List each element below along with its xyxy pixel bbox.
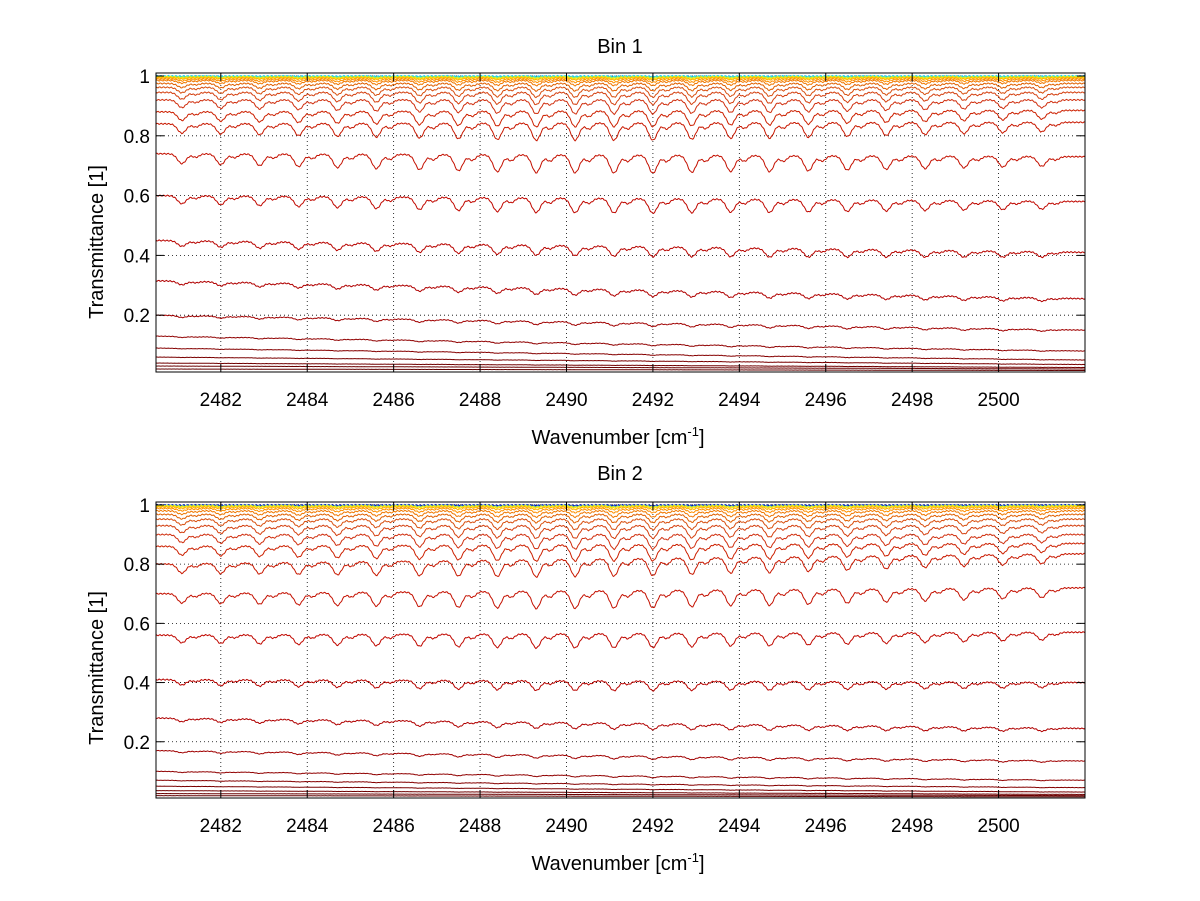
series-line [155, 509, 1086, 519]
x-tick-label: 2482 [200, 390, 242, 411]
series-line [155, 586, 1086, 610]
x-axis-label-text: Wavenumber [cm [531, 853, 687, 875]
x-tick-label: 2492 [632, 816, 674, 837]
x-tick-label: 2490 [545, 390, 587, 411]
series-line [155, 365, 1086, 370]
x-axis-label: Wavenumber [cm-1] [531, 424, 704, 449]
series-line [155, 507, 1086, 514]
x-tick-label: 2486 [373, 816, 415, 837]
series-line [155, 98, 1086, 116]
x-tick-label: 2488 [459, 816, 501, 837]
y-tick-label: 0.8 [124, 555, 150, 576]
series-line [155, 77, 1086, 84]
x-tick-label: 2494 [718, 816, 761, 837]
x-axis-label: Wavenumber [cm-1] [531, 850, 704, 875]
x-tick-label: 2486 [373, 390, 415, 411]
x-axis-label-text: Wavenumber [cm [531, 427, 687, 449]
series-line [155, 335, 1085, 352]
x-axis-label-end: ] [699, 427, 705, 449]
series-line [156, 513, 1086, 524]
x-axis-label-end: ] [699, 853, 705, 875]
series-line [155, 749, 1086, 764]
series-line [155, 631, 1086, 650]
x-tick-label: 2496 [805, 390, 847, 411]
chart-title: Bin 2 [597, 463, 643, 485]
series-line [155, 678, 1086, 692]
y-tick-label: 1 [139, 496, 150, 517]
series-line [155, 76, 1086, 82]
y-tick-label: 0.4 [124, 674, 151, 695]
series-line [155, 517, 1086, 531]
y-axis-label: Transmittance [1] [86, 591, 108, 745]
series-group [155, 503, 1086, 798]
x-tick-labels: 2482 2484 2486 2488 2490 2492 2494 2496 2498 2500 [200, 816, 1020, 837]
y-axis-label: Transmittance [1] [86, 165, 108, 319]
series-line [155, 362, 1086, 369]
x-tick-label: 2490 [545, 816, 587, 837]
series-line [155, 79, 1086, 87]
x-tick-label: 2494 [718, 390, 761, 411]
subplot-bin-1: Bin 1 2482 2484 2486 2488 2490 2492 2494 2496 24… [86, 36, 1086, 449]
subplot-bin-2: Bin 2 2482 2484 2486 2488 2490 2492 2494 2496 24… [86, 463, 1086, 875]
y-tick-label: 0.6 [124, 614, 150, 635]
series-line [156, 785, 1086, 793]
series-line [155, 152, 1086, 174]
series-line [156, 368, 1085, 372]
chart-title: Bin 1 [597, 36, 643, 58]
series-line [155, 552, 1086, 579]
x-tick-label: 2500 [977, 816, 1019, 837]
x-tick-label: 2488 [459, 390, 501, 411]
x-tick-label: 2500 [977, 390, 1019, 411]
y-tick-label: 0.6 [124, 187, 150, 208]
y-tick-labels: 0.2 0.4 0.6 0.8 1 [124, 67, 151, 327]
grid [156, 502, 1085, 798]
x-tick-label: 2484 [286, 816, 329, 837]
series-line [155, 770, 1085, 782]
x-tick-labels: 2482 2484 2486 2488 2490 2492 2494 2496 2498 2500 [200, 390, 1020, 411]
axes-frame [155, 501, 1086, 799]
series-line [155, 121, 1086, 142]
series-line [155, 91, 1086, 106]
series-line [155, 347, 1086, 361]
series-line [155, 533, 1086, 551]
x-tick-label: 2498 [891, 816, 933, 837]
series-line [156, 82, 1086, 92]
x-tick-label: 2496 [805, 816, 847, 837]
x-tick-label: 2482 [200, 816, 242, 837]
grid [156, 73, 1085, 372]
series-line [155, 779, 1086, 789]
ticks [156, 73, 1085, 372]
series-line [155, 314, 1086, 333]
axes-frame [155, 72, 1086, 373]
series-line [155, 279, 1086, 303]
x-axis-label-exponent: -1 [687, 850, 699, 865]
y-tick-label: 0.2 [124, 733, 150, 754]
series-line [155, 239, 1085, 259]
series-line [156, 792, 1086, 797]
x-tick-label: 2484 [286, 390, 329, 411]
series-line [155, 194, 1086, 215]
series-line [155, 505, 1086, 511]
y-tick-label: 1 [139, 67, 150, 88]
y-tick-label: 0.2 [124, 306, 150, 327]
x-tick-label: 2492 [632, 390, 674, 411]
y-tick-labels: 0.2 0.4 0.6 0.8 1 [124, 496, 151, 754]
series-line [155, 717, 1086, 733]
series-line [155, 524, 1086, 540]
ticks [156, 502, 1085, 798]
series-line [155, 795, 1085, 798]
series-line [155, 790, 1085, 796]
series-line [155, 504, 1086, 509]
series-line [155, 86, 1086, 99]
series-line [155, 542, 1086, 563]
x-tick-label: 2498 [891, 390, 933, 411]
series-line [155, 109, 1086, 128]
series-group [155, 74, 1086, 372]
series-line [156, 356, 1086, 366]
x-axis-label-exponent: -1 [687, 424, 699, 439]
y-tick-label: 0.8 [124, 127, 150, 148]
y-tick-label: 0.4 [124, 246, 151, 267]
